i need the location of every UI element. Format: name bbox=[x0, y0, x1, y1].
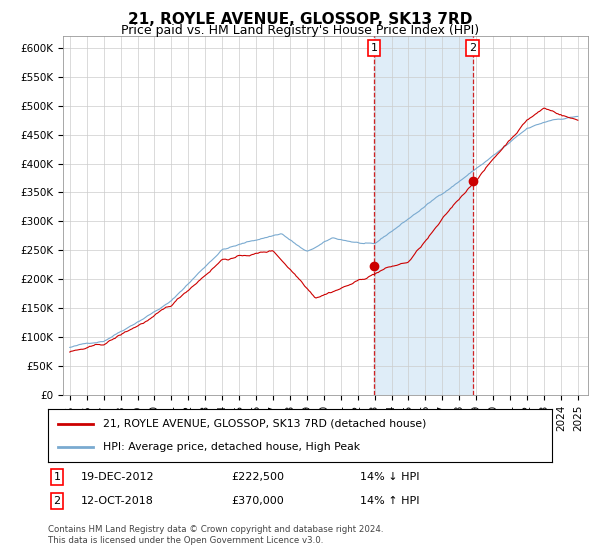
Text: 19-DEC-2012: 19-DEC-2012 bbox=[81, 472, 155, 482]
Text: 14% ↓ HPI: 14% ↓ HPI bbox=[360, 472, 419, 482]
Text: 21, ROYLE AVENUE, GLOSSOP, SK13 7RD: 21, ROYLE AVENUE, GLOSSOP, SK13 7RD bbox=[128, 12, 472, 27]
Text: 2: 2 bbox=[469, 43, 476, 53]
Text: 12-OCT-2018: 12-OCT-2018 bbox=[81, 496, 154, 506]
Text: £370,000: £370,000 bbox=[231, 496, 284, 506]
Text: 1: 1 bbox=[370, 43, 377, 53]
Text: 21, ROYLE AVENUE, GLOSSOP, SK13 7RD (detached house): 21, ROYLE AVENUE, GLOSSOP, SK13 7RD (det… bbox=[103, 419, 427, 429]
Text: 14% ↑ HPI: 14% ↑ HPI bbox=[360, 496, 419, 506]
Text: Contains HM Land Registry data © Crown copyright and database right 2024.
This d: Contains HM Land Registry data © Crown c… bbox=[48, 525, 383, 545]
Text: £222,500: £222,500 bbox=[231, 472, 284, 482]
Text: 1: 1 bbox=[53, 472, 61, 482]
Text: HPI: Average price, detached house, High Peak: HPI: Average price, detached house, High… bbox=[103, 442, 361, 452]
Text: 2: 2 bbox=[53, 496, 61, 506]
Bar bbox=[374, 36, 473, 395]
Text: Price paid vs. HM Land Registry's House Price Index (HPI): Price paid vs. HM Land Registry's House … bbox=[121, 24, 479, 37]
